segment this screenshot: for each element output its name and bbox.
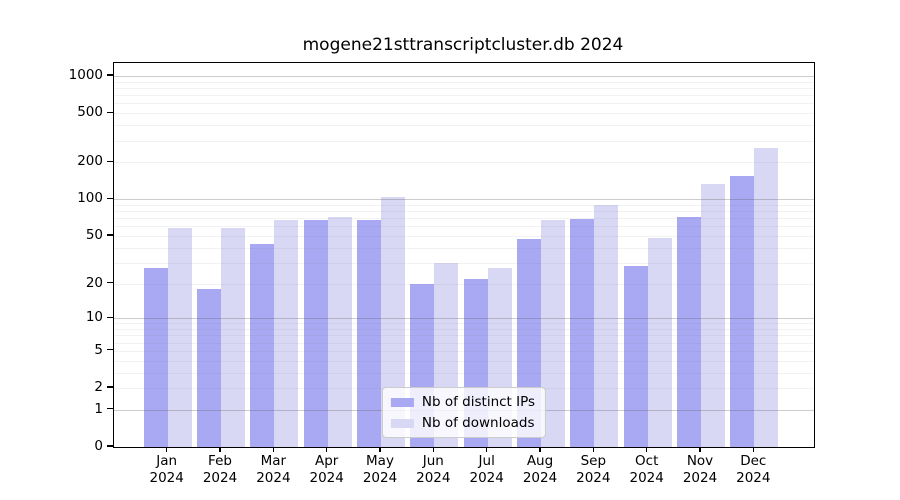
- y-tick-mark: [107, 197, 113, 199]
- y-tick-mark: [107, 408, 113, 410]
- plot-area: Nb of distinct IPs Nb of downloads: [113, 62, 815, 448]
- x-tick-mark: [219, 447, 221, 452]
- bar-distinct-ips-feb: [197, 288, 221, 447]
- legend-item-distinct-ips: Nb of distinct IPs: [390, 394, 536, 410]
- bar-downloads-feb: [221, 228, 245, 447]
- x-tick-mark: [539, 447, 541, 452]
- bar-distinct-ips-dec: [730, 176, 755, 447]
- bar-distinct-ips-apr: [303, 220, 328, 447]
- x-tick-label: Aug 2024: [522, 453, 558, 486]
- y-tick-label: 10: [85, 309, 103, 326]
- y-tick-mark: [107, 74, 113, 76]
- bar-distinct-ips-jan: [143, 268, 168, 447]
- y-tick-label: 100: [77, 190, 103, 207]
- x-tick-label: Jun 2024: [416, 453, 451, 486]
- bar-downloads-oct: [647, 238, 672, 447]
- x-tick-mark: [326, 447, 328, 452]
- bar-distinct-ips-mar: [250, 243, 275, 447]
- y-tick-label: 2: [94, 379, 103, 395]
- y-tick-mark: [107, 160, 113, 162]
- chart-title: mogene21sttranscriptcluster.db 2024: [302, 35, 624, 55]
- y-tick-label: 500: [77, 104, 103, 121]
- legend-item-downloads: Nb of downloads: [390, 415, 535, 431]
- x-tick-mark: [166, 447, 168, 452]
- x-tick-mark: [379, 447, 381, 452]
- x-tick-mark: [272, 447, 275, 452]
- y-tick-mark: [107, 386, 113, 388]
- y-tick-label: 50: [85, 226, 103, 243]
- x-tick-label: Dec 2024: [736, 453, 771, 486]
- x-tick-mark: [432, 447, 434, 452]
- legend: Nb of distinct IPs Nb of downloads: [381, 387, 547, 438]
- bar-downloads-jan: [167, 228, 192, 447]
- x-tick-mark: [752, 447, 754, 452]
- legend-swatch-distinct-ips-icon: [390, 397, 414, 407]
- y-tick-label: 5: [94, 341, 103, 358]
- x-tick-label: Oct 2024: [629, 453, 664, 486]
- legend-swatch-downloads-icon: [390, 418, 414, 428]
- y-tick-mark: [107, 445, 113, 447]
- y-tick-label: 1000: [68, 67, 103, 83]
- x-tick-label: Apr 2024: [309, 453, 344, 486]
- y-tick-mark: [107, 111, 113, 113]
- bar-downloads-dec: [754, 147, 779, 447]
- bar-downloads-nov: [701, 184, 725, 447]
- x-tick-label: Mar 2024: [256, 453, 291, 486]
- bar-downloads-sep: [594, 204, 619, 447]
- legend-label-distinct-ips: Nb of distinct IPs: [421, 394, 536, 410]
- y-tick-label: 200: [77, 153, 103, 170]
- bar-downloads-mar: [274, 219, 299, 447]
- y-tick-mark: [107, 349, 113, 351]
- y-tick-label: 1: [94, 400, 103, 417]
- bar-distinct-ips-oct: [623, 266, 648, 447]
- x-tick-label: May 2024: [362, 453, 398, 486]
- x-tick-label: Sep 2024: [576, 453, 611, 486]
- bar-distinct-ips-may: [357, 220, 381, 447]
- x-tick-mark: [646, 447, 648, 452]
- legend-label-downloads: Nb of downloads: [421, 415, 535, 431]
- y-tick-mark: [107, 281, 113, 284]
- bar-downloads-apr: [327, 216, 352, 447]
- x-tick-mark: [592, 447, 594, 452]
- x-tick-label: Feb 2024: [202, 453, 238, 486]
- y-tick-mark: [107, 234, 113, 236]
- x-tick-label: Jul 2024: [469, 453, 504, 486]
- bar-distinct-ips-sep: [570, 218, 595, 447]
- x-tick-label: Jan 2024: [149, 453, 184, 486]
- x-tick-mark: [699, 447, 701, 452]
- bar-distinct-ips-nov: [677, 217, 701, 447]
- y-tick-label: 20: [85, 274, 103, 291]
- y-tick-mark: [107, 316, 113, 318]
- y-tick-label: 0: [94, 438, 103, 454]
- x-tick-label: Nov 2024: [682, 453, 718, 486]
- x-tick-mark: [486, 447, 488, 452]
